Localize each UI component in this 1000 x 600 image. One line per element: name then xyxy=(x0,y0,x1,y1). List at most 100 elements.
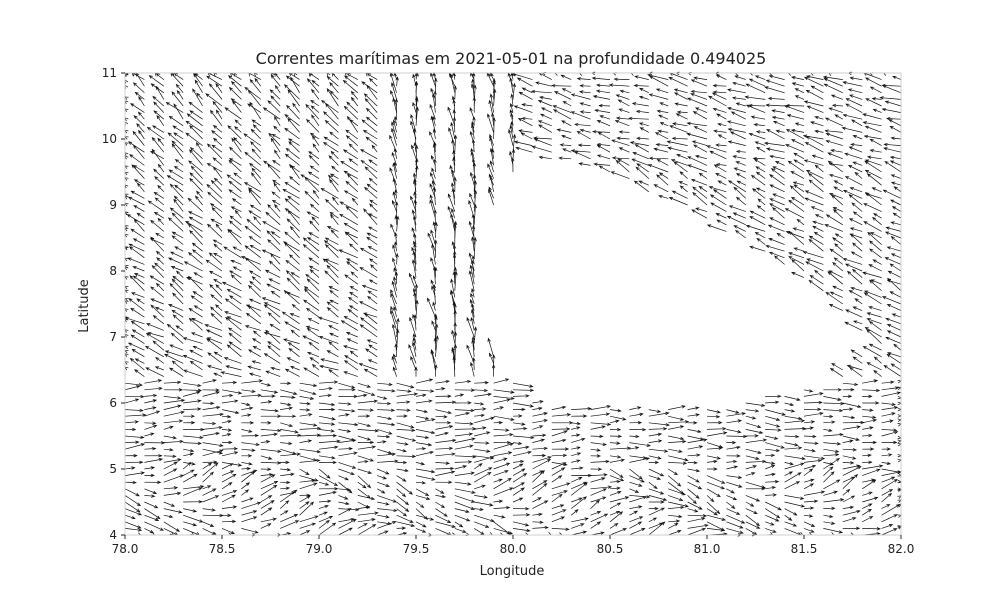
current-arrow xyxy=(124,227,129,238)
current-arrow xyxy=(745,409,760,413)
current-arrow xyxy=(735,196,747,206)
current-arrow xyxy=(593,162,611,166)
current-arrow xyxy=(562,148,572,153)
current-arrow xyxy=(396,481,413,495)
current-arrow xyxy=(715,213,727,219)
current-arrow xyxy=(183,441,202,446)
current-arrow xyxy=(390,89,397,107)
current-arrow xyxy=(145,323,164,331)
current-arrow xyxy=(194,195,203,206)
current-arrow xyxy=(879,96,902,100)
current-arrow xyxy=(474,448,491,453)
current-arrow xyxy=(852,242,863,252)
current-arrow xyxy=(493,420,504,425)
current-arrow xyxy=(144,521,165,531)
current-arrow xyxy=(769,217,785,226)
current-arrow xyxy=(862,379,879,384)
current-arrow xyxy=(288,141,300,153)
current-arrow xyxy=(551,490,568,496)
current-arrow xyxy=(432,221,436,232)
current-arrow xyxy=(284,114,300,127)
current-arrow xyxy=(811,154,824,160)
current-arrow xyxy=(789,185,805,199)
current-arrow xyxy=(866,328,882,344)
current-arrow xyxy=(415,447,427,451)
current-arrow xyxy=(343,170,358,179)
current-arrow xyxy=(881,476,896,483)
current-arrow xyxy=(183,420,196,425)
current-arrow xyxy=(803,426,815,430)
current-arrow xyxy=(206,163,223,173)
current-arrow xyxy=(786,114,805,120)
current-arrow xyxy=(609,408,622,413)
current-arrow xyxy=(286,357,300,364)
current-arrow xyxy=(745,83,766,94)
current-arrow xyxy=(454,422,474,426)
current-arrow xyxy=(241,528,259,534)
current-arrow xyxy=(415,468,436,474)
current-arrow xyxy=(152,315,165,325)
current-arrow xyxy=(881,430,899,437)
current-arrow xyxy=(629,516,644,523)
current-arrow xyxy=(318,511,328,516)
current-arrow xyxy=(163,439,184,444)
current-arrow xyxy=(190,295,203,305)
current-arrow xyxy=(260,448,282,453)
current-arrow xyxy=(765,472,776,477)
current-arrow xyxy=(866,362,882,371)
current-arrow xyxy=(668,420,690,424)
current-arrow xyxy=(183,391,201,397)
current-arrow xyxy=(891,313,902,318)
current-arrow xyxy=(412,313,417,324)
current-arrow xyxy=(332,196,339,206)
current-arrow xyxy=(488,99,494,120)
current-arrow xyxy=(435,379,450,384)
current-arrow xyxy=(512,382,534,388)
current-arrow xyxy=(183,521,198,527)
current-arrow xyxy=(806,258,824,265)
current-arrow xyxy=(183,469,195,476)
current-arrow xyxy=(163,468,178,476)
current-arrow xyxy=(648,506,659,511)
current-arrow xyxy=(183,473,198,483)
current-arrow xyxy=(474,455,495,460)
current-arrow xyxy=(130,334,145,344)
current-arrow xyxy=(638,95,649,100)
current-arrow xyxy=(377,452,397,457)
current-arrow xyxy=(299,422,318,427)
current-arrow xyxy=(244,225,262,239)
current-arrow xyxy=(648,521,666,536)
current-arrow xyxy=(532,406,543,411)
current-arrow xyxy=(849,227,863,232)
current-arrow xyxy=(367,295,378,305)
current-arrow xyxy=(765,448,781,453)
current-arrow xyxy=(615,116,630,120)
current-arrow xyxy=(221,462,243,467)
current-arrow xyxy=(163,388,184,392)
current-arrow xyxy=(144,473,155,478)
current-arrow xyxy=(410,195,417,212)
current-arrow xyxy=(726,454,741,458)
current-arrow xyxy=(687,164,708,173)
current-arrow xyxy=(128,243,145,252)
current-arrow xyxy=(447,106,456,126)
current-arrow xyxy=(867,231,882,245)
current-arrow xyxy=(126,214,145,226)
current-arrow xyxy=(343,105,359,120)
current-arrow xyxy=(770,168,785,179)
current-arrow xyxy=(687,453,701,457)
current-arrow xyxy=(686,121,708,127)
current-arrow xyxy=(231,198,242,206)
current-arrow xyxy=(189,146,203,160)
current-arrow xyxy=(712,107,727,113)
current-arrow xyxy=(338,394,359,399)
current-arrow xyxy=(260,409,280,413)
current-arrow xyxy=(532,520,544,524)
current-arrow xyxy=(318,393,332,398)
current-arrow xyxy=(886,353,902,364)
current-arrow xyxy=(655,88,669,94)
current-arrow xyxy=(163,514,174,519)
current-arrow xyxy=(269,323,281,331)
current-arrow xyxy=(814,116,824,120)
current-arrow xyxy=(284,198,300,212)
